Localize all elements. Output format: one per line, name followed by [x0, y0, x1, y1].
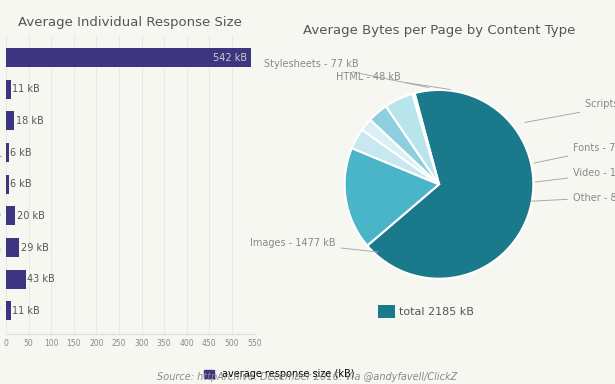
Text: Images - 1477 kB: Images - 1477 kB: [250, 238, 378, 252]
Bar: [6, 111, 14, 131]
Text: Fonts - 76 kB: Fonts - 76 kB: [534, 144, 615, 163]
Wedge shape: [362, 120, 439, 184]
Bar: [6, 80, 11, 99]
Bar: [6, 207, 15, 225]
Text: Other - 8 kB: Other - 8 kB: [531, 192, 615, 202]
Text: 11 kB: 11 kB: [12, 306, 40, 316]
Wedge shape: [352, 130, 439, 184]
Title: Average Bytes per Page by Content Type: Average Bytes per Page by Content Type: [303, 25, 575, 37]
Wedge shape: [367, 90, 533, 279]
Bar: [6, 175, 9, 194]
Text: 20 kB: 20 kB: [17, 211, 44, 221]
Bar: [6, 238, 19, 257]
Wedge shape: [344, 148, 439, 246]
Bar: [6, 48, 251, 67]
Wedge shape: [386, 94, 439, 184]
Text: Source: httpArchive. December 2016. Via @andyfavell/ClickZ: Source: httpArchive. December 2016. Via …: [157, 372, 458, 382]
Text: 6 kB: 6 kB: [10, 179, 32, 189]
Text: Scripts - 381 kB: Scripts - 381 kB: [525, 99, 615, 122]
Text: 6 kB: 6 kB: [10, 148, 32, 158]
Legend: average response size (kB): average response size (kB): [200, 365, 358, 383]
Text: 542 kB: 542 kB: [213, 53, 247, 63]
Bar: [6, 301, 11, 321]
Text: Video - 108 kB: Video - 108 kB: [535, 168, 615, 182]
Wedge shape: [370, 106, 439, 184]
Text: 18 kB: 18 kB: [15, 116, 44, 126]
Bar: [6, 143, 9, 162]
Text: 11 kB: 11 kB: [12, 84, 40, 94]
Text: Stylesheets - 77 kB: Stylesheets - 77 kB: [264, 58, 429, 88]
Title: Average Individual Response Size: Average Individual Response Size: [18, 16, 242, 29]
Text: 43 kB: 43 kB: [27, 274, 55, 284]
Text: total 2185 kB: total 2185 kB: [399, 307, 474, 317]
Wedge shape: [413, 93, 439, 184]
Text: 29 kB: 29 kB: [20, 243, 49, 253]
Bar: [378, 305, 395, 318]
Bar: [6, 270, 26, 289]
Text: HTML - 48 kB: HTML - 48 kB: [336, 72, 450, 89]
